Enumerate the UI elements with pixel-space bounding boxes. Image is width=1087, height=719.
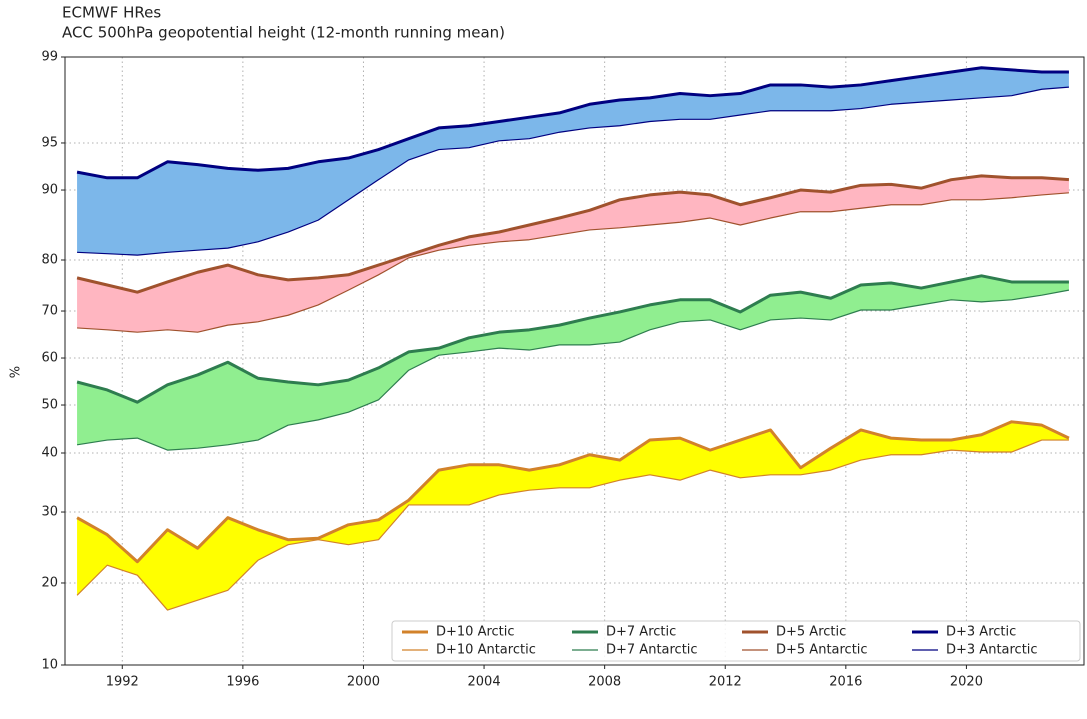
y-tick-label: 70 (41, 304, 58, 319)
series-line (76, 420, 1070, 564)
legend: D+10 Arctic D+10 Antarctic D+7 Arctic D+7 A… (391, 620, 1081, 662)
x-tick-label: 2020 (950, 675, 983, 690)
x-tick-label: 2000 (347, 675, 380, 690)
legend-label: D+10 Antarctic (436, 643, 536, 658)
series-line (76, 439, 1069, 611)
x-tick-label: 1992 (106, 675, 139, 690)
x-tick-label: 2016 (829, 675, 862, 690)
x-tick-label: 2008 (588, 675, 621, 690)
legend-label: D+3 Arctic (946, 625, 1016, 640)
y-tick-label: 60 (41, 351, 58, 366)
y-tick-label: 50 (41, 398, 58, 413)
legend-label: D+5 Arctic (776, 625, 846, 640)
series-line (77, 86, 1069, 256)
band-fill (77, 421, 1069, 611)
plot-frame (64, 56, 1085, 666)
chart-subtitle: ACC 500hPa geopotential height (12-month… (62, 24, 505, 42)
series-line (76, 274, 1069, 404)
y-tick-label: 99 (41, 50, 58, 65)
chart-title: ECMWF HRes (62, 4, 161, 22)
x-tick-label: 1996 (226, 675, 259, 690)
band-fill (77, 175, 1069, 333)
y-axis-label: % (9, 366, 24, 378)
legend-label: D+10 Arctic (436, 625, 515, 640)
legend-label: D+7 Antarctic (606, 643, 698, 658)
legend-label: D+5 Antarctic (776, 643, 868, 658)
legend-box (391, 620, 1081, 662)
series-line (76, 174, 1070, 294)
legend-label: D+7 Arctic (606, 625, 676, 640)
x-tick-label: 2012 (709, 675, 742, 690)
y-tick-label: 10 (41, 658, 58, 673)
y-tick-label: 30 (41, 505, 58, 520)
y-tick-label: 90 (41, 183, 58, 198)
y-tick-label: 80 (41, 253, 58, 268)
series-line (77, 192, 1069, 333)
series-line (76, 289, 1070, 451)
band-fill (77, 275, 1069, 451)
y-tick-label: 20 (41, 575, 58, 590)
legend-label: D+3 Antarctic (946, 643, 1038, 658)
y-tick-label: 40 (41, 445, 58, 460)
series-line (76, 66, 1069, 180)
band-fill (77, 67, 1069, 256)
x-tick-label: 2004 (468, 675, 501, 690)
y-tick-label: 95 (41, 135, 58, 150)
